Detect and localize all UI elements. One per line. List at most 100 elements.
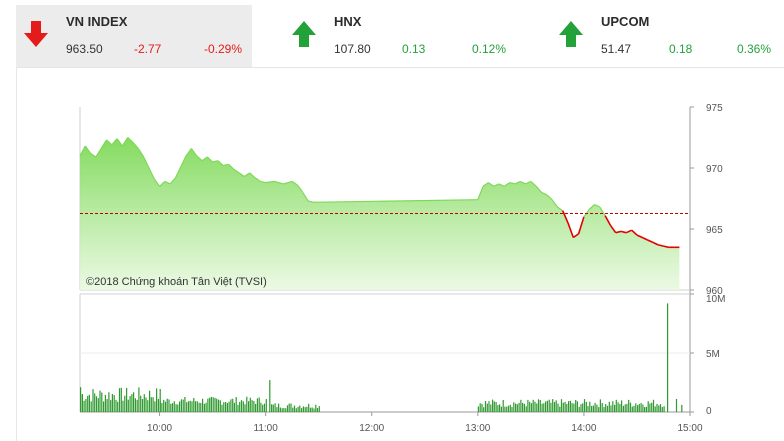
volume-bar: [534, 401, 536, 412]
index-hnx[interactable]: HNX 107.80 0.13 0.12%: [284, 5, 514, 67]
volume-bar: [200, 403, 202, 412]
price-line-segment: [196, 155, 203, 162]
volume-bar: [168, 399, 170, 412]
volume-bar: [631, 406, 633, 412]
volume-bar: [101, 392, 103, 412]
volume-bar: [315, 404, 317, 412]
volume-bar: [490, 404, 492, 412]
volume-bar: [157, 398, 159, 412]
time-tick-label: 12:00: [359, 423, 384, 434]
volume-bar: [173, 401, 175, 412]
volume-bar: [591, 405, 593, 412]
chart-axes: 960 965 970 975 0 5M 10M 10:00 11:00 12:00 13:00 14…: [147, 103, 725, 434]
price-line-segment: [615, 230, 622, 234]
price-line-segment: [503, 182, 511, 187]
price-tick-label: 965: [706, 225, 723, 236]
volume-bar: [555, 400, 557, 412]
index-vnindex[interactable]: VN INDEX 963.50 -2.77 -0.29%: [16, 5, 252, 67]
price-line-segment: [631, 229, 638, 236]
volume-bar: [145, 397, 147, 412]
volume-bar: [619, 404, 621, 412]
price-line-segment: [90, 152, 97, 158]
index-value: 51.47: [601, 42, 632, 56]
volume-tick-label: 5M: [706, 349, 720, 360]
price-line-segment: [79, 145, 86, 157]
volume-bar: [263, 403, 266, 412]
volume-bar: [260, 402, 262, 412]
volume-bar: [659, 404, 662, 412]
price-tick-label: 975: [706, 103, 723, 114]
volume-bar: [80, 387, 82, 412]
volume-bar: [642, 404, 644, 412]
volume-bar: [507, 405, 510, 412]
volume-bar: [117, 401, 119, 412]
volume-bar: [110, 400, 112, 412]
volume-bar: [131, 394, 133, 412]
volume-bar: [661, 407, 663, 412]
volume-bar: [568, 401, 570, 412]
volume-bar: [156, 388, 158, 412]
volume-bar: [164, 401, 167, 412]
volume-bar: [179, 401, 181, 412]
volume-bar: [301, 408, 303, 412]
price-line-segment: [111, 138, 118, 146]
volume-bar: [504, 406, 506, 412]
arrow-down-icon: [24, 21, 48, 47]
volume-bar: [285, 408, 287, 412]
volume-bar: [95, 396, 98, 412]
volume-bar: [228, 401, 230, 412]
volume-bar: [525, 406, 527, 412]
volume-bar: [85, 398, 87, 412]
time-tick-label: 10:00: [147, 423, 172, 434]
index-change: -2.77: [134, 42, 162, 56]
volume-bar: [617, 402, 619, 412]
volume-bar: [288, 403, 290, 412]
index-name: HNX: [334, 14, 362, 29]
volume-bar: [606, 405, 609, 412]
time-tick-label: 11:00: [254, 423, 279, 434]
volume-bar: [640, 403, 642, 412]
volume-bar: [111, 394, 113, 412]
volume-bar: [108, 392, 110, 412]
price-line-segment: [625, 229, 633, 234]
volume-bar: [90, 401, 92, 412]
index-upcom[interactable]: UPCOM 51.47 0.18 0.36%: [551, 5, 784, 67]
volume-bar: [187, 401, 190, 412]
time-tick-label: 13:00: [465, 423, 490, 434]
volume-bar: [249, 397, 251, 412]
volume-bar: [488, 401, 490, 412]
volume-bar: [221, 404, 223, 412]
volume-bar: [612, 401, 614, 412]
volume-bar: [237, 404, 239, 412]
volume-bar: [92, 389, 94, 412]
volume-bar: [175, 404, 177, 412]
volume-bar: [88, 394, 90, 412]
price-line-segment: [106, 139, 113, 146]
volume-bar: [645, 406, 647, 412]
price-line-segment: [153, 178, 161, 187]
price-line-segment: [594, 204, 601, 208]
price-line-segment: [477, 186, 484, 200]
volume-bar: [140, 395, 142, 412]
volume-bar: [106, 399, 108, 412]
volume-bar: [601, 403, 603, 412]
price-line-segment: [201, 156, 208, 162]
price-line-segment: [567, 222, 575, 238]
volume-bar: [530, 403, 533, 412]
price-line-segment: [577, 216, 585, 235]
price-line-segment: [546, 194, 553, 201]
price-line-segment: [561, 210, 569, 224]
volume-bar: [214, 397, 216, 412]
volume-bar: [244, 404, 246, 412]
volume-bar: [550, 402, 552, 412]
volume-bar: [152, 397, 154, 412]
volume-bar: [522, 402, 524, 412]
volume-bar: [278, 403, 280, 412]
price-line-segment: [274, 180, 284, 185]
index-change-pct: 0.12%: [472, 42, 507, 56]
price-line-segment: [127, 137, 134, 143]
volume-bar: [582, 403, 584, 412]
volume-bar: [537, 399, 540, 412]
volume-bar: [134, 398, 136, 412]
volume-bar: [276, 407, 278, 412]
